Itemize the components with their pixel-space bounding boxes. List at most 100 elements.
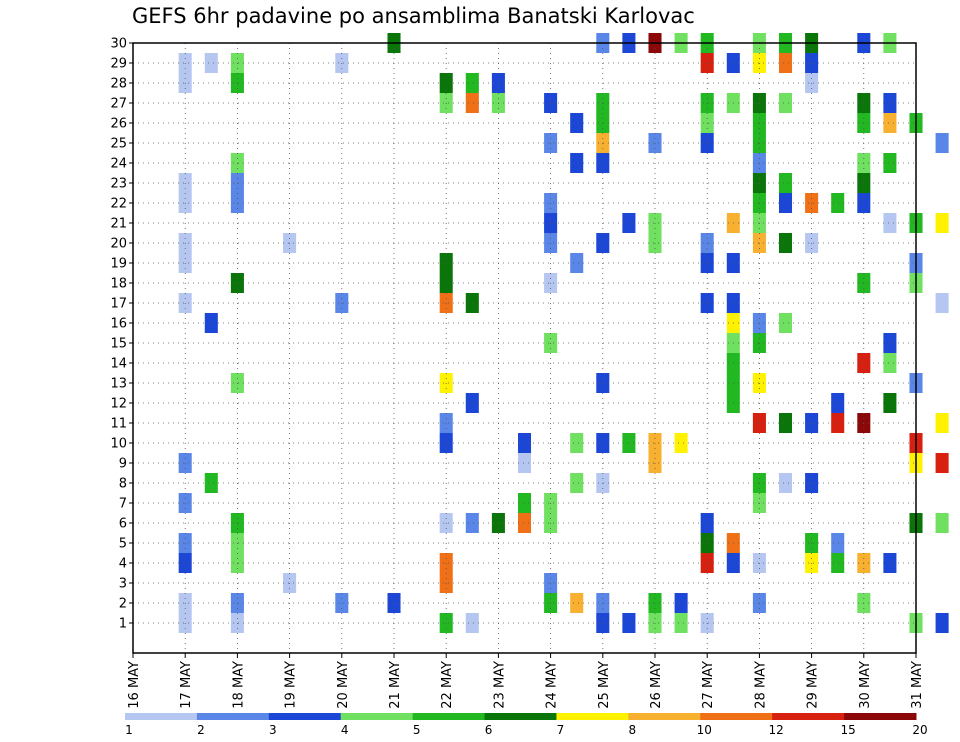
y-tick-label: 29 bbox=[110, 57, 127, 72]
x-tick-label: 28 MAY bbox=[753, 661, 768, 709]
heatmap-cell bbox=[935, 293, 949, 313]
x-tick-label: 29 MAY bbox=[806, 661, 821, 709]
y-tick-label: 3 bbox=[119, 577, 127, 592]
heatmap-cell bbox=[883, 553, 897, 573]
x-tick-label: 22 MAY bbox=[440, 661, 455, 709]
y-tick-label: 24 bbox=[110, 157, 127, 172]
y-tick-label: 8 bbox=[119, 477, 127, 492]
colorbar-label: 2 bbox=[197, 723, 205, 737]
heatmap-cell bbox=[570, 113, 584, 133]
plot-area bbox=[133, 43, 916, 653]
y-tick-label: 5 bbox=[119, 537, 127, 552]
y-tick-label: 11 bbox=[110, 417, 127, 432]
colorbar-label: 6 bbox=[485, 723, 493, 737]
colorbar-label: 12 bbox=[769, 723, 784, 737]
heatmap-cell bbox=[778, 413, 793, 433]
heatmap-cell bbox=[465, 93, 479, 113]
colorbar-label: 7 bbox=[557, 723, 565, 737]
heatmap-cell bbox=[674, 593, 688, 613]
colorbar-label: 15 bbox=[840, 723, 855, 737]
x-tick-label: 17 MAY bbox=[179, 661, 194, 709]
x-tick-label: 18 MAY bbox=[231, 661, 246, 709]
heatmap-cell bbox=[935, 513, 949, 533]
heatmap-cell bbox=[465, 293, 479, 313]
heatmap-cell bbox=[465, 393, 479, 413]
heatmap-cell bbox=[778, 173, 793, 193]
heatmap-cell bbox=[883, 113, 897, 133]
y-tick-label: 27 bbox=[110, 97, 127, 112]
heatmap-cell bbox=[517, 513, 532, 533]
y-tick-label: 22 bbox=[110, 197, 127, 212]
heatmap-cell bbox=[831, 533, 845, 553]
colorbar-segment bbox=[556, 713, 629, 720]
chart-title: GEFS 6hr padavine po ansamblima Banatski… bbox=[132, 4, 695, 28]
heatmap-cell bbox=[778, 53, 793, 73]
heatmap-cell bbox=[778, 93, 793, 113]
colorbar-segment bbox=[700, 713, 773, 720]
x-tick-label: 19 MAY bbox=[284, 661, 299, 709]
x-tick-label: 25 MAY bbox=[597, 661, 612, 709]
y-tick-label: 4 bbox=[119, 557, 127, 572]
colorbar-segment bbox=[268, 713, 342, 720]
y-tick-label: 16 bbox=[110, 317, 127, 332]
heatmap-cell bbox=[465, 73, 479, 93]
y-tick-label: 17 bbox=[110, 297, 127, 312]
y-tick-label: 28 bbox=[110, 77, 127, 92]
heatmap-cell bbox=[570, 153, 584, 173]
y-tick-label: 7 bbox=[119, 497, 127, 512]
colorbar-segment bbox=[196, 713, 270, 720]
y-tick-label: 15 bbox=[110, 337, 127, 352]
colorbar-segment bbox=[772, 713, 845, 720]
heatmap-cell bbox=[778, 313, 793, 333]
colorbar-segment bbox=[628, 713, 701, 720]
y-tick-label: 21 bbox=[110, 217, 127, 232]
heatmap-cell bbox=[204, 313, 218, 333]
x-tick-label: 21 MAY bbox=[388, 661, 403, 709]
y-tick-label: 26 bbox=[110, 117, 127, 132]
colorbar-segment bbox=[125, 713, 198, 720]
heatmap-cell bbox=[935, 133, 949, 153]
colorbar-label: 5 bbox=[413, 723, 421, 737]
y-tick-label: 9 bbox=[119, 457, 127, 472]
heatmap-cell bbox=[883, 213, 897, 233]
x-tick-label: 27 MAY bbox=[701, 661, 716, 709]
x-tick-label: 23 MAY bbox=[492, 661, 507, 709]
heatmap-cell bbox=[831, 393, 845, 413]
heatmap-cell bbox=[883, 153, 897, 173]
colorbar-segment bbox=[412, 713, 486, 720]
y-tick-label: 14 bbox=[110, 357, 127, 372]
heatmap-cell bbox=[204, 53, 218, 73]
heatmap-cell bbox=[883, 353, 897, 373]
y-tick-label: 18 bbox=[110, 277, 127, 292]
colorbar-label: 8 bbox=[629, 723, 637, 737]
x-tick-label: 24 MAY bbox=[545, 661, 560, 709]
y-tick-label: 1 bbox=[119, 617, 127, 632]
heatmap-cell bbox=[831, 553, 845, 573]
colorbar-segment bbox=[484, 713, 557, 720]
x-tick-label: 16 MAY bbox=[127, 661, 142, 709]
y-tick-label: 30 bbox=[110, 37, 127, 52]
heatmap-cell bbox=[935, 613, 949, 633]
colorbar-label: 1 bbox=[125, 723, 133, 737]
y-tick-label: 19 bbox=[110, 257, 127, 272]
colorbar-label: 3 bbox=[269, 723, 277, 737]
heatmap-cell bbox=[465, 513, 479, 533]
y-tick-label: 6 bbox=[119, 517, 127, 532]
x-tick-label: 30 MAY bbox=[858, 661, 873, 709]
heatmap-cell bbox=[935, 413, 949, 433]
heatmap-cell bbox=[935, 213, 949, 233]
heatmap-cell bbox=[570, 473, 584, 493]
heatmap-cell bbox=[517, 493, 532, 513]
y-tick-label: 20 bbox=[110, 237, 127, 252]
heatmap-cell bbox=[831, 413, 845, 433]
y-tick-label: 12 bbox=[110, 397, 127, 412]
x-tick-label: 31 MAY bbox=[910, 661, 925, 709]
colorbar-label: 20 bbox=[912, 723, 927, 737]
colorbar-label: 4 bbox=[341, 723, 349, 737]
heatmap-cell bbox=[883, 333, 897, 353]
heatmap-cell bbox=[465, 613, 479, 633]
y-tick-label: 25 bbox=[110, 137, 127, 152]
heatmap-cell bbox=[831, 193, 845, 213]
heatmap-cell bbox=[883, 393, 897, 413]
